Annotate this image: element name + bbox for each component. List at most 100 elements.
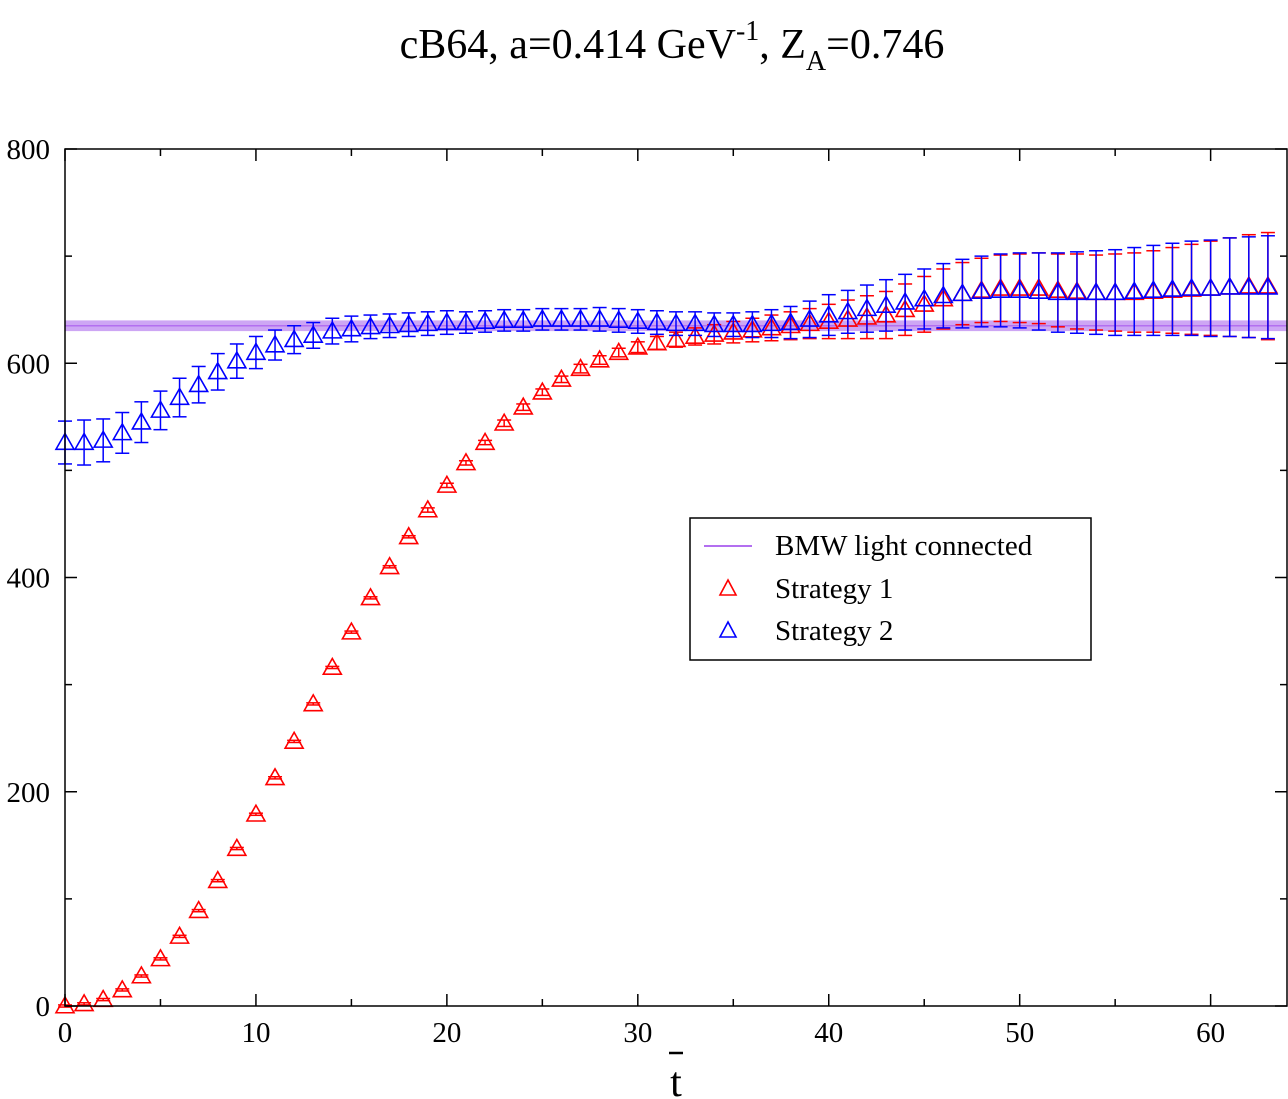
data-point	[130, 965, 152, 984]
data-point	[474, 431, 496, 451]
triangle-marker	[73, 993, 95, 1012]
data-point	[283, 325, 305, 355]
legend-box	[689, 517, 1092, 661]
data-point	[665, 311, 687, 337]
data-point	[932, 262, 954, 329]
triangle-marker	[226, 350, 248, 369]
triangle-marker	[379, 315, 400, 334]
triangle-marker	[1238, 276, 1260, 295]
triangle-marker	[169, 386, 190, 406]
triangle-marker	[1085, 281, 1107, 301]
data-point	[1257, 235, 1279, 340]
triangle-marker	[302, 324, 324, 343]
data-point	[379, 556, 400, 575]
data-point	[1200, 239, 1222, 338]
series-1	[54, 231, 1279, 1014]
triangle-marker	[341, 318, 362, 337]
data-point	[952, 258, 973, 329]
x-axis-label: t	[670, 1060, 682, 1099]
data-point	[302, 693, 324, 712]
data-point	[360, 314, 381, 340]
triangle-marker	[474, 310, 496, 330]
data-point	[1047, 252, 1069, 333]
triangle-marker	[1142, 279, 1164, 298]
data-point	[1123, 246, 1145, 337]
data-point	[283, 730, 305, 749]
y-tick-label: 0	[36, 991, 51, 1023]
triangle-marker	[570, 308, 591, 327]
y-tick-label: 200	[7, 777, 51, 809]
x-tick-label: 60	[1196, 1017, 1225, 1049]
triangle-marker	[379, 556, 400, 575]
triangle-marker	[780, 311, 801, 331]
triangle-marker	[703, 314, 725, 333]
triangle-marker	[188, 900, 210, 919]
triangle-marker	[512, 396, 534, 415]
series-2	[54, 235, 1279, 466]
triangle-marker	[990, 279, 1011, 298]
triangle-marker	[1200, 277, 1222, 296]
data-point	[493, 308, 515, 332]
triangle-marker	[531, 381, 553, 400]
legend-marker-strategy-1	[718, 578, 738, 596]
data-point	[341, 621, 362, 640]
data-point	[493, 412, 515, 431]
triangle-marker	[894, 291, 916, 310]
title-prefix: cB64, a=0.414 GeV	[400, 22, 736, 68]
triangle-marker	[150, 399, 171, 418]
data-point	[913, 268, 935, 330]
triangle-marker	[932, 285, 954, 304]
x-tick-label: 40	[814, 1017, 843, 1049]
legend-label-strategy-2: Strategy 2	[775, 615, 893, 647]
triangle-marker	[722, 314, 744, 333]
data-point	[150, 948, 171, 967]
data-point	[990, 253, 1011, 328]
y-tick-label: 400	[7, 563, 51, 595]
triangle-marker	[321, 656, 343, 676]
data-point	[971, 255, 992, 328]
triangle-marker	[417, 313, 439, 332]
data-point	[551, 368, 572, 387]
triangle-marker	[264, 334, 286, 353]
plot-frame	[64, 148, 1288, 1007]
data-point	[417, 499, 439, 518]
triangle-marker	[1104, 281, 1126, 301]
title-middle: , Z	[759, 22, 806, 68]
triangle-marker	[188, 374, 210, 393]
triangle-marker	[1181, 277, 1202, 296]
triangle-marker	[302, 693, 324, 712]
triangle-marker	[703, 323, 725, 342]
data-point	[818, 293, 840, 337]
triangle-marker	[627, 336, 649, 355]
triangle-marker	[455, 452, 477, 471]
triangle-marker	[799, 308, 821, 327]
legend: BMW light connected Strategy 1 Strategy …	[689, 517, 1092, 661]
triangle-marker	[321, 320, 343, 339]
data-point	[302, 321, 324, 350]
data-point	[92, 988, 114, 1008]
triangle-marker	[589, 349, 611, 368]
x-tick-label: 0	[58, 1017, 73, 1049]
data-point	[646, 310, 668, 336]
data-point	[207, 352, 229, 391]
y-tick-label: 800	[7, 134, 51, 166]
data-point	[646, 332, 668, 351]
data-point	[589, 349, 611, 368]
triangle-marker	[398, 526, 420, 545]
triangle-marker	[1123, 280, 1145, 300]
title-superscript: -1	[736, 16, 759, 47]
data-point	[474, 310, 496, 333]
triangle-marker	[1047, 281, 1069, 301]
data-point	[894, 273, 916, 331]
data-point	[531, 381, 553, 400]
data-point	[321, 317, 343, 345]
data-point	[875, 278, 897, 332]
data-point	[551, 307, 572, 331]
data-point	[207, 870, 229, 889]
data-point	[226, 343, 248, 379]
triangle-marker	[207, 361, 229, 380]
data-point	[1142, 244, 1164, 337]
data-point	[188, 900, 210, 919]
